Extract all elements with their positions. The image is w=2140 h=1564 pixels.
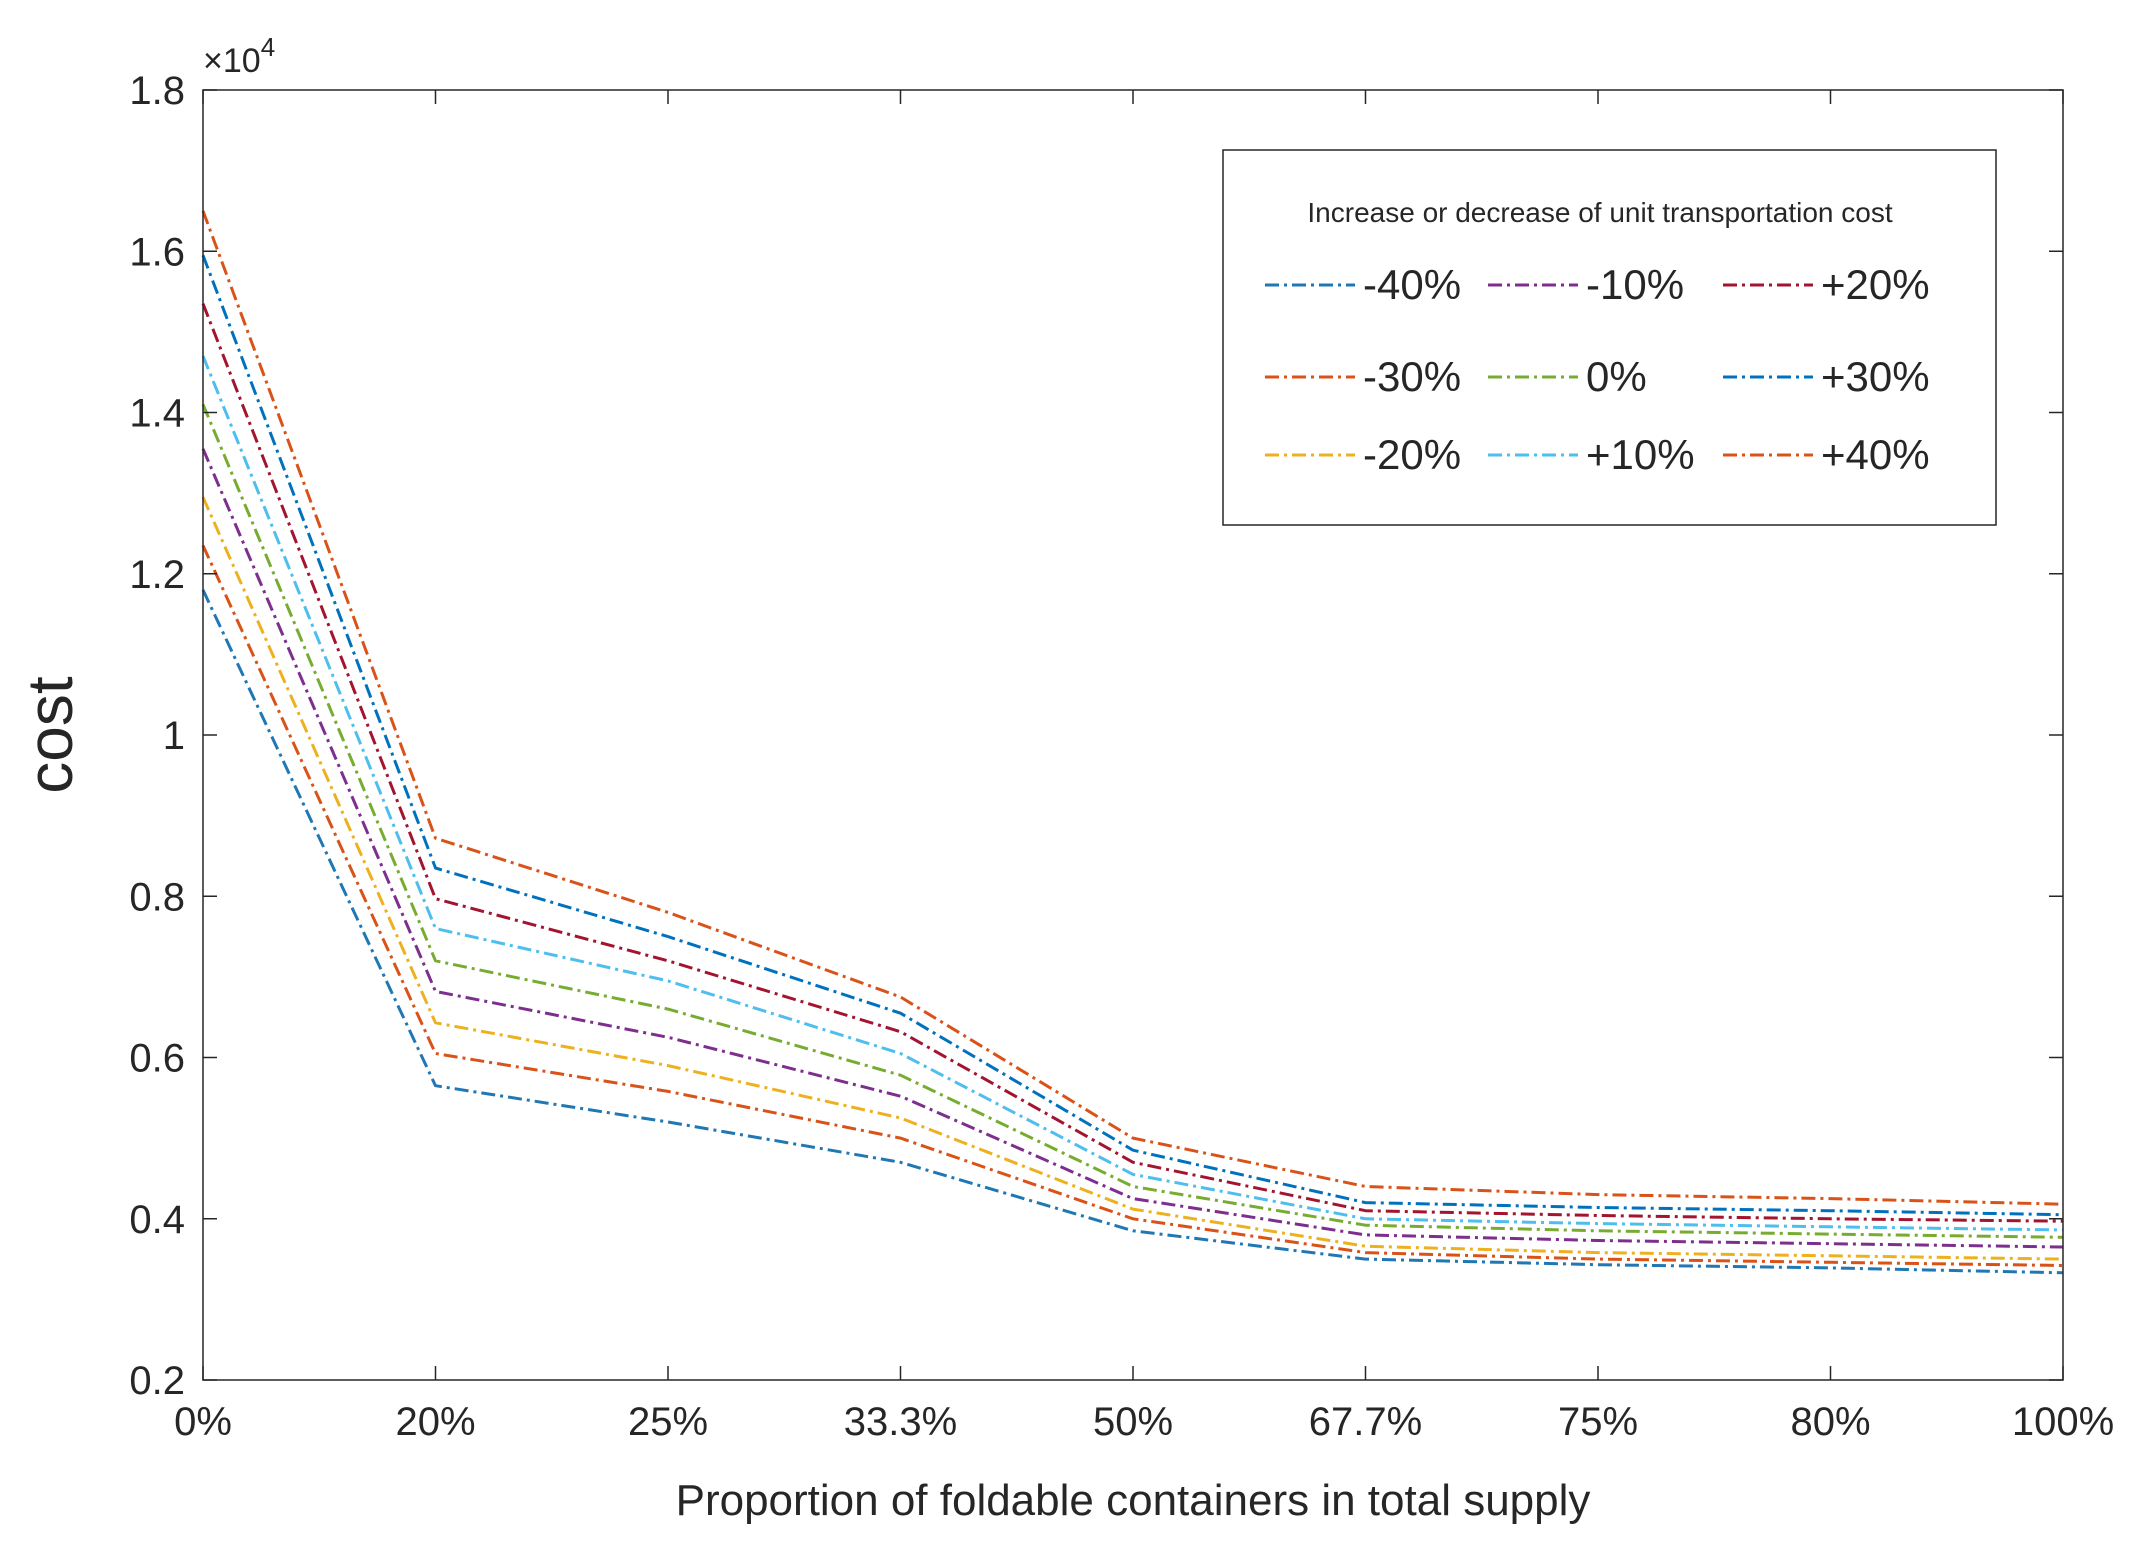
series-line-+10%: [201, 355, 2064, 1232]
legend: Increase or decrease of unit transportat…: [1222, 149, 1997, 526]
tick-layer: 0% 20% 25% 33.3% 50% 67.7% 75% 80% 100% 0.2 0.4 0.6…: [129, 69, 2114, 1444]
legend-label: +30%: [1821, 353, 1930, 400]
x-tick-label: 0%: [174, 1400, 232, 1444]
y-axis-label: cost: [14, 676, 86, 794]
legend-label: +20%: [1821, 261, 1930, 308]
legend-label: -10%: [1586, 261, 1684, 308]
series-line-0%: [201, 403, 2064, 1239]
legend-entries: -40% -10% +20% -30% 0% +30% -20% +10% +40%: [1265, 261, 1930, 478]
legend-label: +40%: [1821, 431, 1930, 478]
legend-label: +10%: [1586, 431, 1695, 478]
x-tick-label: 100%: [2012, 1400, 2114, 1444]
series-line--10%: [201, 448, 2064, 1249]
y-axis-exponent: ×104: [203, 32, 275, 80]
y-tick-label: 0.8: [129, 875, 185, 919]
x-tick-label: 75%: [1558, 1400, 1638, 1444]
series-line-+40%: [201, 210, 2064, 1206]
y-tick-label: 1.8: [129, 69, 185, 113]
y-tick-label: 1.6: [129, 230, 185, 274]
legend-box: [1222, 149, 1997, 526]
x-tick-label: 25%: [628, 1400, 708, 1444]
legend-label: 0%: [1586, 353, 1647, 400]
y-tick-label: 1: [163, 714, 185, 758]
legend-title: Increase or decrease of unit transportat…: [1307, 197, 1892, 228]
x-tick-label: 80%: [1790, 1400, 1870, 1444]
series-line-+20%: [201, 303, 2064, 1223]
series-line--40%: [201, 589, 2064, 1275]
y-tick-label: 1.4: [129, 392, 185, 436]
x-tick-label: 67.7%: [1309, 1400, 1422, 1444]
x-tick-label: 50%: [1093, 1400, 1173, 1444]
series-line-+30%: [201, 254, 2064, 1217]
plot-frame: [202, 89, 2064, 1381]
y-tick-label: 1.2: [129, 553, 185, 597]
x-tick-label: 20%: [395, 1400, 475, 1444]
y-tick-label: 0.4: [129, 1198, 185, 1242]
legend-label: -30%: [1363, 353, 1461, 400]
legend-label: -20%: [1363, 431, 1461, 478]
series-line--30%: [201, 544, 2064, 1267]
x-axis-label: Proportion of foldable containers in tot…: [676, 1476, 1591, 1525]
series-line--20%: [201, 496, 2064, 1261]
y-tick-label: 0.6: [129, 1037, 185, 1081]
x-tick-label: 33.3%: [844, 1400, 957, 1444]
series-layer: [201, 210, 2064, 1275]
legend-label: -40%: [1363, 261, 1461, 308]
y-tick-label: 0.2: [129, 1359, 185, 1403]
